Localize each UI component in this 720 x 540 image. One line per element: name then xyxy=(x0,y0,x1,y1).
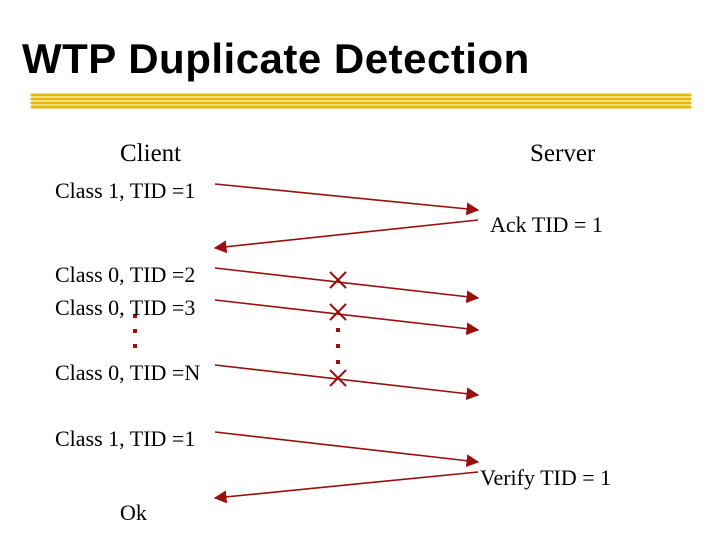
label-verify-tid1: Verify TID = 1 xyxy=(480,465,611,491)
label-class0-tid3: Class 0, TID =3 xyxy=(55,295,195,321)
label-ok: Ok xyxy=(120,500,147,526)
label-class1-tid1-b: Class 1, TID =1 xyxy=(55,426,195,452)
label-ack-tid1: Ack TID = 1 xyxy=(490,212,603,238)
label-class0-tid2: Class 0, TID =2 xyxy=(55,262,195,288)
label-class1-tid1-a: Class 1, TID =1 xyxy=(55,178,195,204)
server-heading: Server xyxy=(530,140,595,168)
client-heading: Client xyxy=(120,140,181,168)
label-class0-tidn: Class 0, TID =N xyxy=(55,360,200,386)
